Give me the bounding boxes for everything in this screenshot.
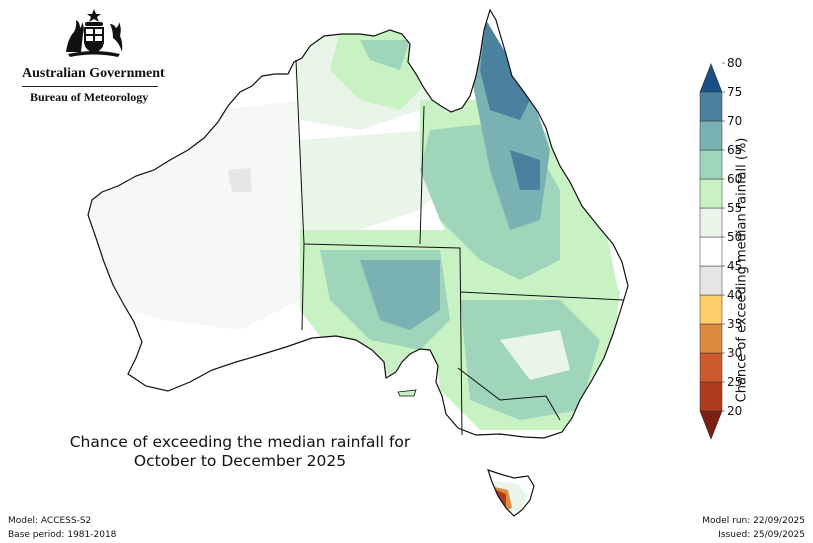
colorbar-high-arrow	[699, 63, 723, 93]
colorbar-segment	[699, 294, 723, 325]
bom-logo: Australian Government Bureau of Meteorol…	[18, 6, 168, 110]
colorbar-low-arrow	[699, 410, 723, 440]
model-run-label: Model run: 22/09/2025	[702, 516, 805, 526]
map-title-line1: Chance of exceeding the median rainfall …	[69, 433, 411, 451]
government-name: Australian Government	[22, 66, 165, 81]
colorbar-tick-label: 65	[727, 143, 743, 157]
colorbar-segment	[699, 265, 723, 296]
colorbar	[699, 62, 725, 440]
colorbar-tick-label: 25	[727, 375, 743, 389]
footer-right: Model run: 22/09/2025 Issued: 25/09/2025	[702, 514, 805, 542]
issued-label: Issued: 25/09/2025	[718, 530, 805, 540]
colorbar-segment	[699, 381, 723, 412]
colorbar-tick-label: 40	[727, 288, 743, 302]
colorbar-tick-label: 80	[727, 56, 743, 70]
colorbar-tick-label: 35	[727, 317, 743, 331]
colorbar-tick-label: 70	[727, 114, 743, 128]
map-title-line2: October to December 2025	[133, 452, 347, 470]
colorbar-segment	[699, 91, 723, 122]
map-title: Chance of exceeding the median rainfall …	[40, 433, 440, 471]
colorbar-segment	[699, 149, 723, 180]
colorbar-segment	[699, 323, 723, 354]
colorbar-tick-label: 45	[727, 259, 743, 273]
coat-of-arms-icon	[66, 9, 123, 57]
colorbar-tick-label: 60	[727, 172, 743, 186]
colorbar-segment	[699, 352, 723, 383]
colorbar-segment	[699, 236, 723, 267]
model-label: Model: ACCESS-S2	[8, 516, 92, 526]
logo-divider	[22, 86, 158, 87]
colorbar-tick-label: 55	[727, 201, 743, 215]
colorbar-tick-label: 75	[727, 85, 743, 99]
base-period-label: Base period: 1981-2018	[8, 530, 117, 540]
agency-name: Bureau of Meteorology	[30, 90, 149, 104]
colorbar-segment	[699, 207, 723, 238]
footer-left: Model: ACCESS-S2 Base period: 1981-2018	[8, 514, 116, 542]
colorbar-tick-label: 30	[727, 346, 743, 360]
colorbar-segment	[699, 120, 723, 151]
colorbar-tick-label: 20	[727, 404, 743, 418]
colorbar-tick-label: 50	[727, 230, 743, 244]
colorbar-segment	[699, 178, 723, 209]
